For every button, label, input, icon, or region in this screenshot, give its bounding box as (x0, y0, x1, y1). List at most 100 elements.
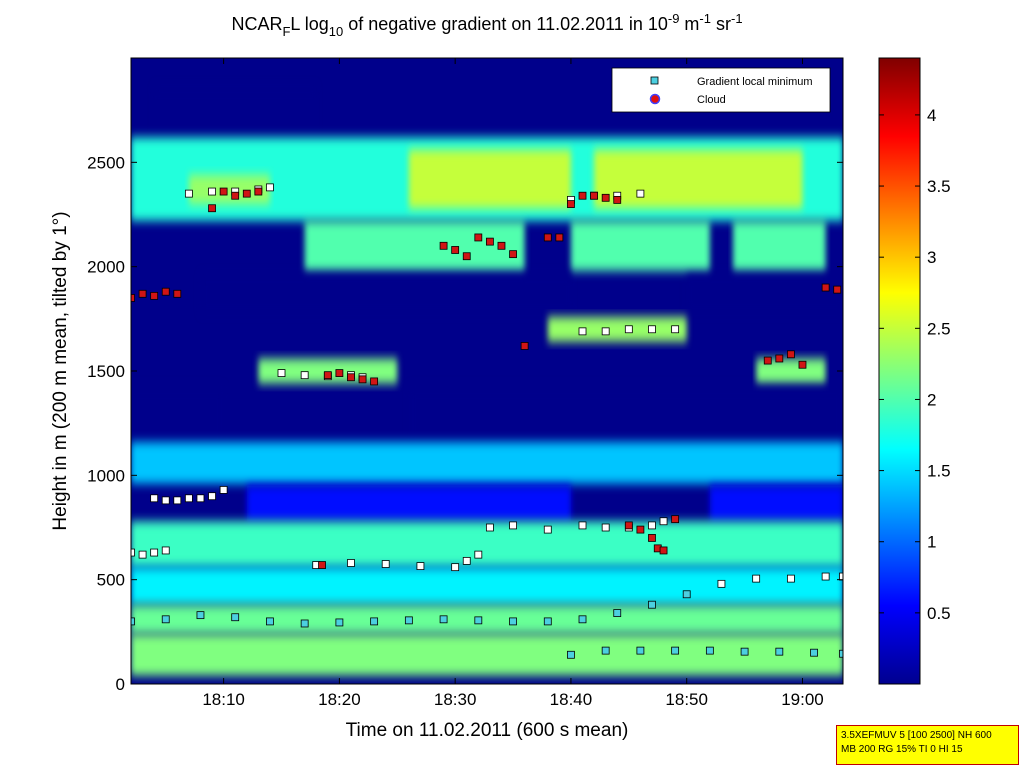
gradient-min-marker-3-6 (474, 550, 483, 559)
gradient-min-marker-2-1 (138, 550, 147, 559)
legend-marker-cloud (649, 93, 661, 105)
heatmap-band-gap-1900-0 (200, 275, 571, 313)
gradient-min-marker-1-4 (705, 646, 714, 655)
gradient-min-marker-3-13 (648, 521, 656, 530)
gradient-min-marker-3-11 (601, 523, 610, 532)
cloud-marker-9-39 (787, 350, 795, 359)
cloud-marker-9-10 (318, 561, 326, 569)
cloud-marker-9-23 (520, 342, 529, 350)
heatmap-band-layer-2100-0 (304, 220, 525, 271)
info-line-2: MB 200 RG 15% TI 0 HI 15 (841, 744, 963, 755)
gradient-min-marker-4-3 (184, 494, 193, 503)
cloud-marker-9-12 (335, 369, 344, 377)
gradient-min-marker-3-10 (578, 521, 587, 530)
cloud-marker-9-4 (173, 289, 182, 298)
y-axis-ticks: 0 500 1000 1500 2000 2500 (87, 153, 843, 694)
gradient-min-marker-0-13 (578, 615, 587, 624)
gradient-min-marker-1-1 (601, 646, 610, 655)
gradient-min-marker-8-4 (671, 325, 680, 334)
heatmap-band-layer-1000-0 (131, 441, 843, 484)
gradient-min-marker-6-4 (266, 183, 274, 192)
colorbar-tick-label-5: 3 (927, 248, 936, 267)
gradient-min-marker-0-14 (613, 609, 622, 617)
info-line-1: 3.5XEFMUV 5 [100 2500] NH 600 (841, 730, 992, 741)
gradient-min-marker-0-5 (300, 619, 309, 628)
gradient-min-marker-0-19 (787, 574, 795, 583)
y-tick-label-3: 1500 (87, 362, 125, 381)
gradient-min-marker-3-7 (485, 523, 494, 532)
y-tick-label-4: 2000 (87, 258, 125, 277)
cloud-marker-9-32 (636, 525, 645, 534)
y-tick-label-5: 2500 (87, 153, 125, 172)
cloud-marker-9-0 (131, 294, 135, 302)
gradient-min-marker-0-8 (404, 616, 413, 625)
gradient-min-marker-4-4 (196, 494, 205, 503)
colorbar-tick-label-3: 2 (927, 390, 936, 409)
gradient-min-marker-4-6 (219, 486, 228, 494)
gradient-min-marker-0-3 (231, 613, 240, 622)
gradient-min-marker-7-3 (636, 189, 645, 198)
gradient-min-marker-8-1 (601, 327, 610, 336)
legend-box (611, 67, 831, 113)
cloud-marker-9-22 (509, 250, 517, 259)
colorbar: 0.5 1 1.5 2 2.5 3 3.5 4 (878, 57, 951, 685)
legend: Gradient local minimum Cloud (611, 67, 831, 113)
heatmap-band-gap-800-0 (246, 485, 571, 522)
gradient-min-marker-0-11 (509, 617, 517, 626)
gradient-min-marker-0-1 (161, 615, 170, 624)
legend-label-cloud: Cloud (697, 94, 726, 106)
cloud-marker-9-31 (624, 521, 633, 530)
gradient-min-marker-1-6 (775, 647, 784, 656)
cloud-marker-9-37 (763, 356, 772, 365)
gradient-min-marker-4-2 (173, 496, 182, 505)
cloud-marker-9-5 (208, 204, 216, 213)
gradient-min-marker-1-3 (671, 646, 680, 655)
gradient-min-marker-0-17 (717, 579, 726, 588)
cloud-marker-9-9 (254, 187, 263, 196)
colorbar-tick-label-2: 1.5 (927, 462, 951, 481)
cloud-marker-9-6 (219, 187, 228, 196)
x-tick-label-5: 19:00 (781, 690, 824, 709)
x-axis-label: Time on 11.02.2011 (600 s mean) (346, 720, 629, 741)
gradient-min-marker-3-14 (659, 517, 668, 526)
gradient-min-marker-0-15 (648, 600, 656, 609)
cloud-marker-9-19 (474, 233, 483, 242)
gradient-min-marker-1-8 (839, 649, 843, 658)
gradient-min-marker-3-9 (543, 525, 552, 534)
colorbar-tick-label-6: 3.5 (927, 177, 951, 196)
gradient-min-marker-0-4 (266, 617, 274, 626)
gradient-min-marker-0-21 (839, 572, 843, 581)
gradient-min-marker-3-8 (509, 521, 517, 530)
gradient-min-marker-5-0 (277, 369, 286, 377)
gradient-min-marker-0-6 (335, 618, 344, 627)
cloud-marker-9-36 (671, 515, 680, 524)
x-axis-ticks: 18:10 18:20 18:30 18:40 18:50 19:00 (202, 58, 824, 709)
heatmap-band-gap-1900-1 (686, 275, 843, 313)
heatmap-band-gap-1300-0 (131, 387, 224, 442)
gradient-min-marker-8-3 (648, 325, 656, 334)
cloud-marker-9-35 (659, 546, 668, 555)
gradient-min-marker-4-0 (150, 494, 159, 503)
cloud-marker-9-29 (601, 193, 610, 202)
cloud-marker-9-21 (497, 241, 506, 250)
gradient-min-marker-2-2 (150, 548, 159, 557)
y-axis-label: Height in m (200 m mean, tilted by 1°) (50, 211, 71, 530)
heatmap-band-layer-300-0 (131, 604, 843, 634)
gradient-min-marker-3-3 (416, 562, 425, 571)
cloud-marker-9-38 (775, 354, 784, 363)
gradient-min-marker-2-0 (131, 548, 135, 557)
cloud-marker-9-16 (439, 241, 448, 250)
x-tick-label-4: 18:50 (665, 690, 708, 709)
heatmap-band-layer-top-core-1 (594, 149, 803, 209)
heatmap-band-gap-800-1 (709, 485, 843, 522)
cloud-marker-9-2 (150, 291, 159, 300)
cloud-marker-9-14 (358, 375, 367, 384)
cloud-marker-9-20 (485, 237, 494, 246)
cloud-marker-9-41 (821, 283, 830, 292)
gradient-min-marker-8-2 (624, 325, 633, 334)
heatmap-band-sky-low-0 (154, 87, 317, 142)
heatmap-band-layer-100-0 (131, 633, 843, 676)
y-tick-label-0: 0 (116, 675, 125, 694)
x-tick-label-3: 18:40 (550, 690, 593, 709)
gradient-min-marker-0-20 (821, 572, 830, 581)
